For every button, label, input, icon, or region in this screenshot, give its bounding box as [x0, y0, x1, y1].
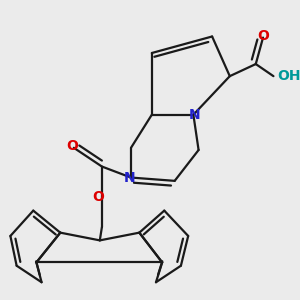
Text: OH: OH	[278, 69, 300, 83]
Text: O: O	[92, 190, 104, 204]
Text: N: N	[189, 108, 201, 122]
Text: O: O	[257, 29, 269, 43]
Text: O: O	[67, 140, 78, 153]
Text: N: N	[124, 171, 135, 184]
